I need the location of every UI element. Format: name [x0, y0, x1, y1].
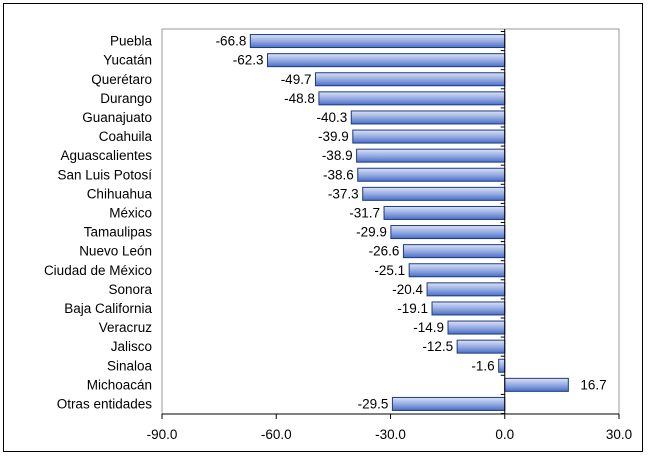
- category-label: Puebla: [110, 34, 153, 49]
- x-tick-label: 0.0: [495, 427, 514, 442]
- bar: [456, 339, 506, 354]
- bar: [357, 167, 506, 182]
- data-label: -62.3: [233, 53, 264, 68]
- data-label: -66.8: [216, 34, 247, 49]
- data-label: -29.9: [356, 225, 387, 240]
- category-label: San Luis Potosí: [57, 167, 152, 182]
- data-label: -38.9: [322, 148, 353, 163]
- category-label: Guanajuato: [82, 110, 152, 125]
- category-label: Chihuahua: [87, 186, 153, 201]
- category-label: Michoacán: [87, 377, 152, 392]
- plot-area: [161, 28, 620, 415]
- data-label: -1.6: [471, 358, 494, 373]
- y-axis: [500, 29, 506, 414]
- x-tick-label: -90.0: [147, 427, 178, 442]
- category-label: Baja California: [64, 301, 152, 316]
- x-tick-label: -30.0: [375, 427, 406, 442]
- data-label: -40.3: [316, 110, 347, 125]
- bar: [383, 205, 506, 220]
- bar: [447, 320, 506, 335]
- bar: [431, 301, 506, 316]
- data-label: -31.7: [349, 205, 380, 220]
- category-label: Sinaloa: [107, 358, 153, 373]
- bar: [362, 186, 506, 201]
- bar: [352, 129, 506, 144]
- data-label: -39.9: [318, 129, 349, 144]
- bar: [402, 244, 506, 259]
- data-label: -26.6: [369, 244, 400, 259]
- data-label: -49.7: [281, 72, 312, 87]
- x-tick-label: -60.0: [261, 427, 292, 442]
- bar: [498, 358, 506, 373]
- category-label: Yucatán: [103, 53, 152, 68]
- data-label: -37.3: [328, 186, 359, 201]
- data-label: -12.5: [422, 339, 453, 354]
- category-label: Aguascalientes: [60, 148, 152, 163]
- data-label: -25.1: [374, 263, 405, 278]
- data-label: -48.8: [284, 91, 315, 106]
- category-label: Nuevo León: [79, 244, 152, 259]
- category-label: Querétaro: [91, 72, 152, 87]
- data-label: -14.9: [413, 320, 444, 335]
- category-labels: Puebla Yucatán Querétaro Durango Guanajuato C…: [44, 34, 153, 412]
- bar: [314, 72, 506, 87]
- bar: [426, 282, 506, 297]
- data-label: -19.1: [397, 301, 428, 316]
- bar: [350, 110, 506, 125]
- data-label: -38.6: [323, 167, 354, 182]
- category-label: Ciudad de México: [44, 263, 152, 278]
- category-label: Tamaulipas: [84, 225, 153, 240]
- data-label: 16.7: [580, 377, 606, 392]
- category-label: Jalisco: [111, 339, 152, 354]
- data-label: -20.4: [392, 282, 423, 297]
- category-label: Otras entidades: [57, 396, 153, 411]
- bar: [391, 396, 506, 411]
- bar: [408, 263, 506, 278]
- bar: [249, 34, 506, 49]
- bar: [390, 225, 506, 240]
- category-label: México: [109, 205, 152, 220]
- category-label: Sonora: [108, 282, 152, 297]
- bar: [356, 148, 506, 163]
- x-axis: -90.0 -60.0 -30.0 0.0 30.0: [147, 413, 632, 442]
- bar: [504, 377, 569, 392]
- data-label: -29.5: [358, 396, 389, 411]
- data-labels: -66.8 -62.3 -49.7 -48.8-40.3 -39.9 -38.9 -38.6…: [216, 34, 607, 412]
- bar: [266, 53, 506, 68]
- category-label: Durango: [100, 91, 152, 106]
- category-label: Veracruz: [99, 320, 153, 335]
- x-tick-label: 30.0: [606, 427, 632, 442]
- bar: [318, 91, 506, 106]
- category-label: Coahuila: [99, 129, 153, 144]
